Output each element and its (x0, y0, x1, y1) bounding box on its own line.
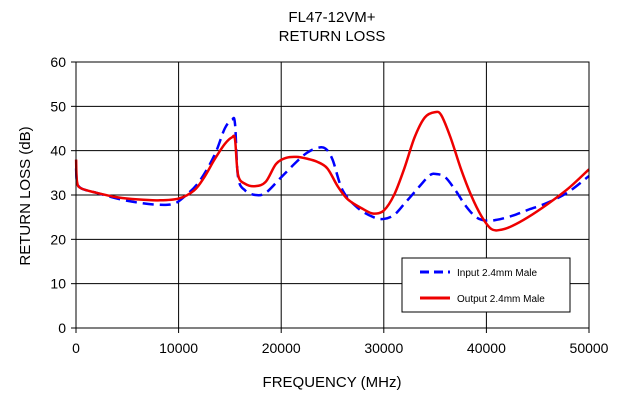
series-line-input (74, 116, 590, 223)
y-tick-label: 40 (50, 143, 66, 159)
y-tick-label: 0 (58, 320, 66, 336)
series-line-output (74, 110, 590, 232)
y-tick-label: 10 (50, 276, 66, 292)
x-axis-label: FREQUENCY (MHz) (263, 374, 402, 391)
x-tick-labels: 0 10000 20000 30000 40000 50000 (72, 340, 609, 356)
x-tick-label: 40000 (467, 340, 506, 356)
legend-label-input: Input 2.4mm Male (457, 268, 537, 279)
x-tick-label: 50000 (570, 340, 609, 356)
y-tick-label: 20 (50, 231, 66, 247)
legend: Input 2.4mm Male Output 2.4mm Male (401, 257, 571, 313)
x-tick-label: 0 (72, 340, 80, 356)
chart-title: FL47-12VM+ (288, 9, 375, 26)
y-axis-label: RETURN LOSS (dB) (17, 126, 34, 265)
y-tick-label: 50 (50, 98, 66, 114)
chart-subtitle: RETURN LOSS (279, 28, 386, 45)
plot-area-frame (75, 61, 590, 329)
y-tick-label: 30 (50, 187, 66, 203)
y-tick-label: 60 (50, 54, 66, 70)
y-tick-labels: 0 10 20 30 40 50 60 (50, 54, 66, 336)
legend-label-output: Output 2.4mm Male (457, 294, 545, 305)
x-tick-label: 10000 (159, 340, 198, 356)
x-tick-label: 20000 (262, 340, 301, 356)
legend-box (401, 257, 571, 313)
x-tick-label: 30000 (364, 340, 403, 356)
series-layer (74, 110, 590, 232)
